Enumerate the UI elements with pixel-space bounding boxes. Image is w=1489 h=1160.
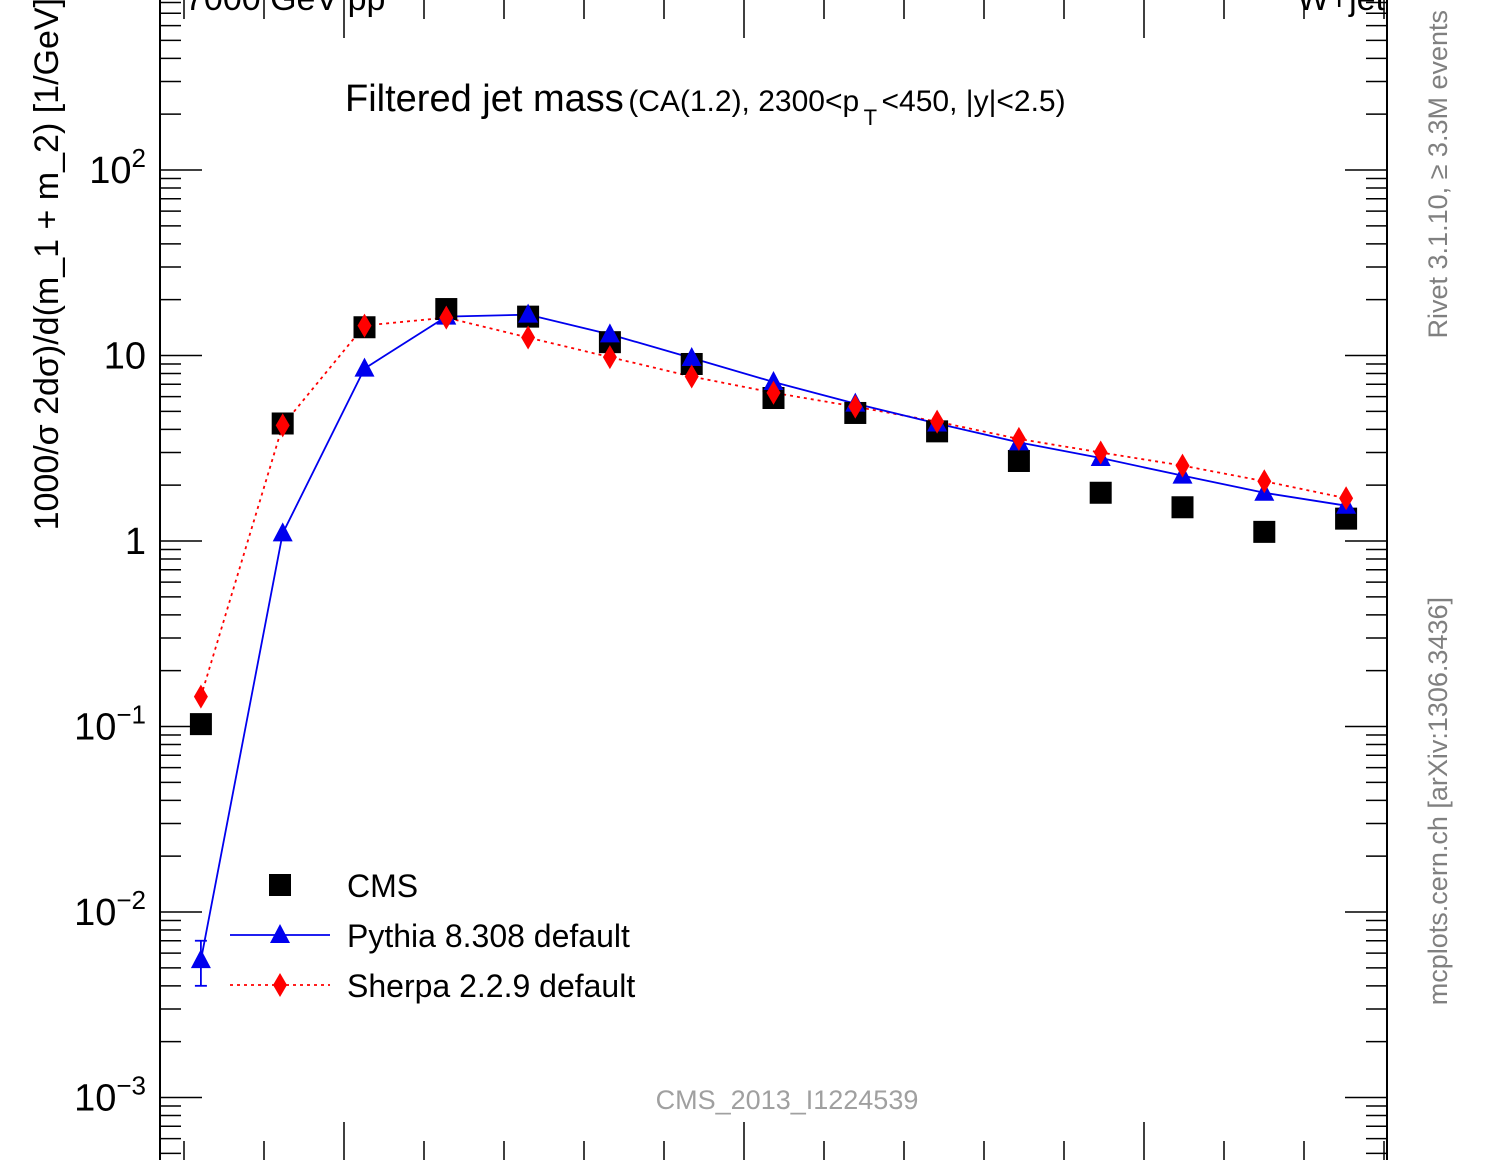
legend: CMS Pythia 8.308 default Sherpa 2.2.9 defa…	[230, 868, 635, 1004]
data-point	[684, 364, 699, 389]
y-tick-label-exponent: 2	[132, 143, 146, 173]
legend-label: Pythia 8.308 default	[347, 918, 630, 954]
legend-marker	[270, 924, 290, 943]
data-point	[763, 370, 784, 390]
data-point	[518, 303, 539, 323]
data-point	[599, 323, 620, 343]
data-point	[848, 394, 863, 419]
data-point	[1257, 469, 1272, 494]
data-point	[193, 684, 208, 709]
analysis-watermark: CMS_2013_I1224539	[656, 1085, 919, 1115]
data-point	[354, 357, 375, 377]
data-point	[357, 313, 372, 338]
chart-title-sub: T	[864, 105, 877, 130]
series-line	[200, 313, 1347, 961]
data-point	[521, 325, 536, 350]
process-label: W+jet	[1297, 0, 1385, 18]
chart-title-tail: <450, |y|<2.5)	[882, 85, 1066, 118]
data-point	[1175, 453, 1190, 478]
y-tick-label: 10−3	[74, 1071, 146, 1120]
y-tick-label: 102	[89, 143, 146, 192]
y-tick-label-base: 10	[74, 707, 116, 749]
data-point	[1093, 440, 1108, 465]
y-tick-label-base: 1	[125, 521, 146, 563]
data-point	[189, 713, 212, 736]
data-point	[1011, 426, 1026, 451]
y-tick-label: 10	[104, 336, 146, 378]
chart-title: Filtered jet mass (CA(1.2), 2300<p T <45…	[345, 78, 1066, 130]
y-tick-label-base: 10	[74, 1078, 116, 1120]
y-tick-label-exponent: −2	[116, 885, 146, 915]
chart-title-detail: (CA(1.2), 2300<p	[628, 85, 859, 118]
data-point	[439, 305, 454, 330]
data-point	[190, 949, 211, 969]
data-point	[1253, 520, 1276, 543]
plot-frame	[159, 0, 1388, 1160]
energy-label: 7000 GeV pp	[185, 0, 385, 18]
data-point	[272, 522, 293, 542]
y-axis-label: 1000/σ 2dσ)/d(m_1 + m_2) [1/GeV]	[28, 0, 66, 530]
legend-label: Sherpa 2.2.9 default	[347, 968, 635, 1004]
y-tick-label: 10−1	[74, 700, 146, 749]
data-point	[766, 380, 781, 405]
data-point	[930, 409, 945, 434]
data-point	[1339, 486, 1354, 511]
rivet-version-label: Rivet 3.1.10, ≥ 3.3M events	[1423, 10, 1453, 338]
data-point	[275, 413, 290, 438]
data-point	[1089, 481, 1112, 504]
legend-marker	[273, 973, 287, 997]
chart-title-main: Filtered jet mass	[345, 78, 624, 120]
y-tick-label-base: 10	[89, 150, 131, 192]
mcplots-source-label: mcplots.cern.ch [arXiv:1306.3436]	[1423, 597, 1453, 1005]
data-point	[1171, 496, 1194, 519]
y-tick-label: 1	[125, 521, 146, 563]
series-line	[200, 316, 1347, 697]
legend-marker	[269, 874, 291, 896]
y-axis-ticks	[160, 1, 1387, 1155]
x-axis-ticks	[183, 0, 1385, 1160]
series-layer	[189, 298, 1358, 987]
y-tick-label-base: 10	[104, 336, 146, 378]
y-tick-label-base: 10	[74, 892, 116, 934]
y-tick-label-exponent: −3	[116, 1071, 146, 1101]
y-tick-label: 10−2	[74, 885, 146, 934]
data-point	[1007, 449, 1030, 472]
y-tick-label-exponent: −1	[116, 700, 146, 730]
legend-label: CMS	[347, 868, 418, 904]
data-point	[602, 345, 617, 370]
data-point	[681, 346, 702, 366]
